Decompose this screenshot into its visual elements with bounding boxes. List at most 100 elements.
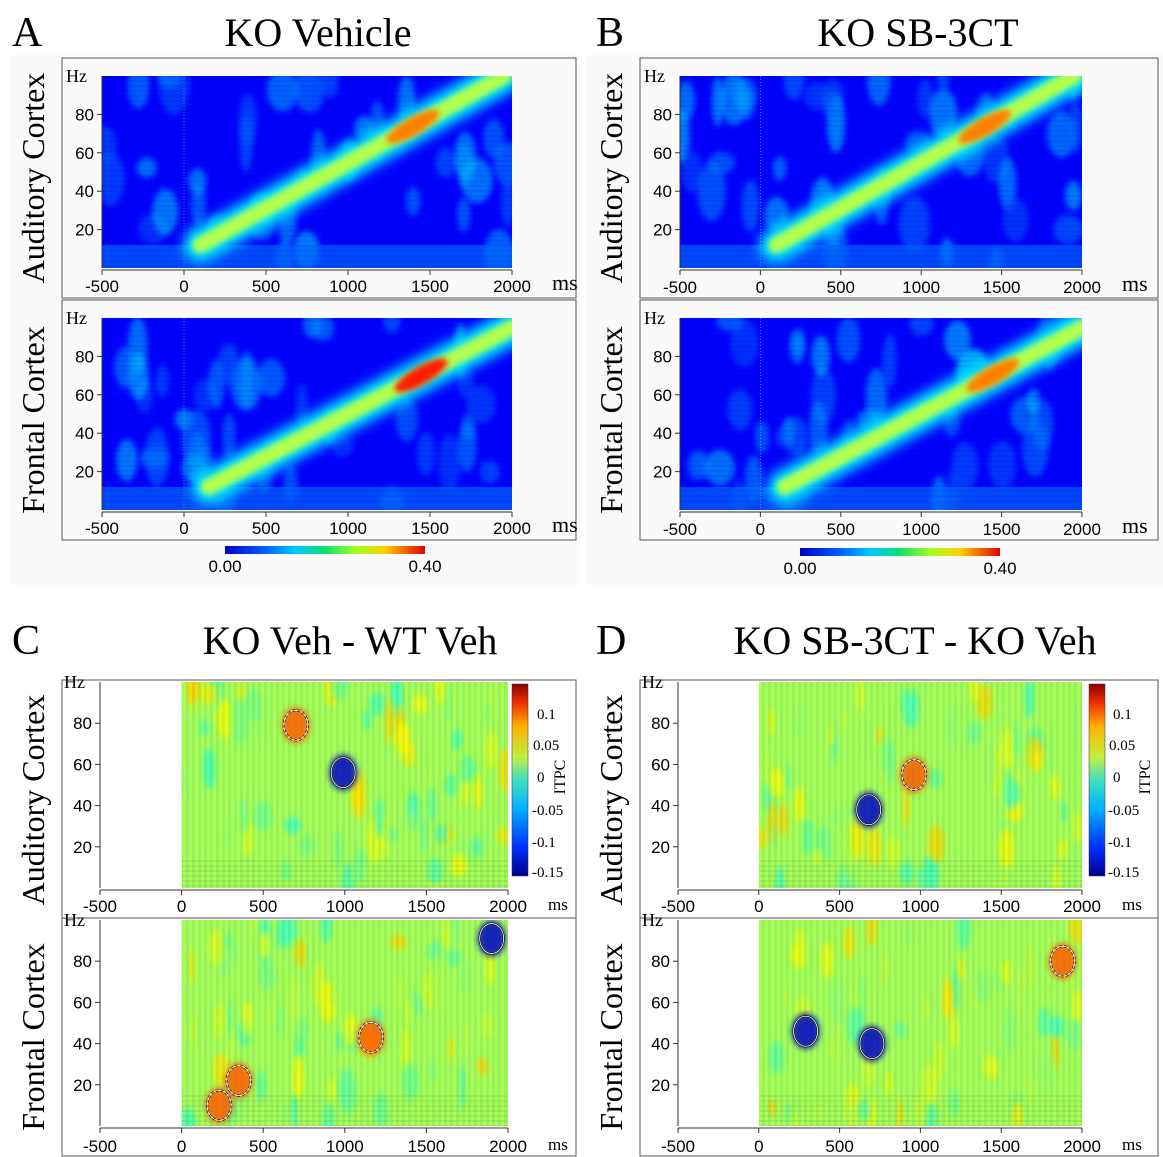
panel-letter-c: C	[12, 618, 40, 664]
y-axis-unit: Hz	[642, 910, 663, 930]
x-axis-unit: ms	[1122, 271, 1148, 296]
colorbar-c-tick-1: 0.05	[533, 738, 559, 754]
y-tick-label: 80	[651, 714, 670, 733]
x-tick-label: 2000	[489, 1137, 527, 1156]
colorbar-c-tick-4: -0.1	[532, 835, 556, 851]
colorbar-c-label: ITPC	[552, 760, 569, 795]
plot-a-frontal: Hz 20 40 60 80 -500 0 500 1000 1500 2000 ms	[66, 308, 578, 538]
y-tick-label: 40	[73, 1035, 92, 1054]
plot-d-auditory: Hz 20 40 60 80 -500 0 500 1000 1500 2000 ms	[642, 672, 1142, 916]
y-tick-label: 80	[73, 714, 92, 733]
y-axis-unit: Hz	[64, 910, 85, 930]
cluster-fill-2	[1048, 943, 1077, 980]
ridge-peak	[394, 358, 448, 393]
cluster-fill-1	[854, 791, 883, 828]
panel-title-c: KO Veh - WT Veh	[203, 618, 498, 663]
frame-b-frontal	[639, 299, 1159, 541]
colorbar-c: 0.1 0.05 0 -0.05 -0.1 -0.15 ITPC	[511, 683, 569, 881]
y-axis-unit: Hz	[66, 308, 87, 328]
y-tick-label: 60	[73, 755, 92, 774]
x-tick-label: 1500	[407, 897, 445, 916]
x-tick-label: 1500	[982, 897, 1020, 916]
x-axis-unit: ms	[552, 270, 578, 295]
x-tick-label: 1500	[407, 1137, 445, 1156]
colorbar-a	[225, 546, 425, 554]
colorbar-d-tick-0: 0.1	[1113, 707, 1132, 723]
y-tick-label: 60	[73, 993, 92, 1012]
x-axis-unit: ms	[1122, 513, 1148, 538]
frame-a-frontal	[61, 299, 577, 541]
colorbar-d-tick-1: 0.05	[1109, 738, 1135, 754]
x-axis-unit: ms	[552, 512, 578, 537]
panel-letter-a: A	[12, 10, 43, 56]
x-tick-label: 1000	[901, 897, 939, 916]
x-tick-label: 0	[754, 897, 763, 916]
x-tick-label: 1500	[411, 277, 449, 296]
y-tick-label: 40	[651, 797, 670, 816]
x-tick-label: 1000	[329, 277, 367, 296]
x-tick-label: 500	[827, 278, 855, 297]
x-tick-label: 2000	[1063, 278, 1101, 297]
ridge-peak	[958, 109, 1012, 144]
cluster-fill-0	[899, 756, 928, 793]
y-tick-label: 20	[651, 1076, 670, 1095]
row-label-d-frontal: Frontal Cortex	[593, 943, 629, 1131]
x-tick-label: 1000	[901, 1137, 939, 1156]
colorbar-c-tick-3: -0.05	[532, 803, 563, 819]
panel-title-b: KO SB-3CT	[817, 10, 1018, 55]
colorbar-d: 0.1 0.05 0 -0.05 -0.1 -0.15 ITPC	[1088, 683, 1154, 881]
x-tick-label: 1500	[983, 278, 1021, 297]
x-tick-label: 500	[825, 897, 853, 916]
x-tick-label: -500	[83, 1137, 117, 1156]
y-tick-label: 80	[75, 105, 94, 124]
y-axis-unit: Hz	[642, 672, 663, 692]
x-tick-label: -500	[83, 897, 117, 916]
plot-c-auditory: Hz 20 40 60 80 -500 0 500 1000 1500 2000 ms	[64, 672, 568, 916]
x-axis-unit: ms	[548, 1135, 568, 1154]
ridge	[192, 76, 512, 253]
y-tick-label: 40	[73, 797, 92, 816]
cluster-fill-1	[329, 754, 358, 791]
x-tick-label: 0	[756, 278, 765, 297]
y-tick-label: 20	[75, 221, 94, 240]
y-tick-label: 80	[651, 952, 670, 971]
cluster-fill-0	[791, 1013, 820, 1050]
plot-b-auditory: Hz 20 40 60 80 -500 0 500 1000 1500 2000 ms	[644, 66, 1148, 297]
x-tick-label: 2000	[1063, 1137, 1101, 1156]
x-tick-label: 2000	[493, 519, 531, 538]
x-tick-label: 1000	[329, 519, 367, 538]
cluster-fill-2	[477, 920, 506, 957]
cluster-fill-1	[857, 1025, 886, 1062]
x-tick-label: 1000	[326, 897, 364, 916]
colorbar-b	[800, 548, 1000, 556]
y-axis-unit: Hz	[66, 66, 87, 86]
frame-b-auditory	[639, 57, 1159, 299]
panel-letter-d: D	[596, 618, 626, 664]
x-tick-label: 0	[179, 277, 188, 296]
x-tick-label: -500	[661, 1137, 695, 1156]
y-tick-label: 20	[653, 463, 672, 482]
y-tick-label: 20	[73, 1076, 92, 1095]
plot-b-frontal: Hz 20 40 60 80 -500 0 500 1000 1500 2000 ms	[644, 308, 1148, 539]
y-tick-label: 80	[75, 347, 94, 366]
plot-d-frontal: Hz 20 40 60 80 -500 0 500 1000 1500 2000 ms	[642, 910, 1142, 1156]
cluster-fill-1	[356, 1019, 385, 1056]
colorbar-a-min: 0.00	[208, 557, 241, 576]
x-tick-label: 500	[827, 520, 855, 539]
ridge-peak	[386, 109, 440, 144]
x-tick-label: 500	[252, 277, 280, 296]
x-tick-label: -500	[663, 520, 697, 539]
plot-a-auditory: Hz 20 40 60 80 -500 0 500 1000 1500 2000 ms	[66, 66, 578, 296]
y-axis-unit: Hz	[644, 66, 665, 86]
x-tick-label: 500	[249, 1137, 277, 1156]
x-tick-label: 0	[177, 1137, 186, 1156]
y-tick-label: 40	[75, 424, 94, 443]
x-axis-unit: ms	[1122, 1135, 1142, 1154]
cluster-fill-0	[281, 707, 310, 744]
ridge	[776, 319, 1082, 495]
x-tick-label: 2000	[489, 897, 527, 916]
panel-title-d: KO SB-3CT - KO Veh	[734, 618, 1097, 663]
colorbar-a-max: 0.40	[408, 557, 441, 576]
